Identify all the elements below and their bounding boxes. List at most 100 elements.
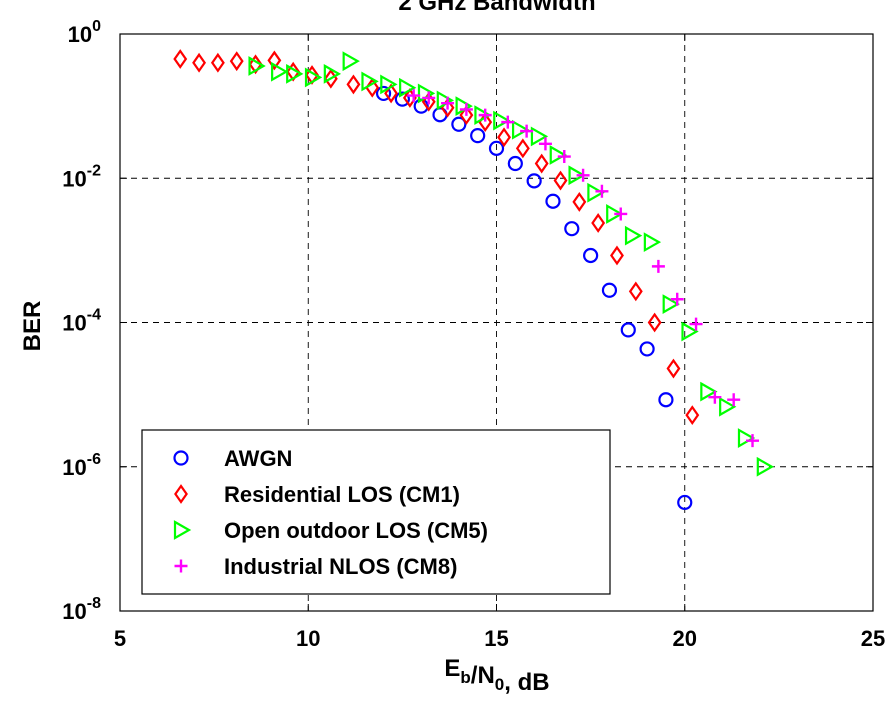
data-point [346,74,361,95]
y-tick-label: 10-8 [62,595,101,624]
data-point [511,119,530,140]
legend-marker [174,559,188,573]
data-point [497,127,511,148]
data-point [572,191,587,212]
data-point [474,105,492,126]
data-point [399,77,417,98]
series-0 [375,85,693,511]
data-point [422,91,436,105]
series-2 [248,51,775,477]
data-point [210,52,225,73]
data-point [620,322,636,338]
data-point [248,56,266,76]
data-point [685,405,700,426]
data-point [681,321,699,342]
data-point [459,105,474,126]
legend: AWGN Residential LOS (CM1) Open outdoor LO… [141,429,611,595]
data-point [647,312,662,333]
data-point [576,168,590,182]
chart-title: 2 GHz Bandwidth [398,0,595,16]
x-tick-label: 10 [296,626,320,651]
data-point [606,204,624,224]
data-point [689,317,703,331]
y-tick-label: 10-2 [62,162,101,191]
data-point [342,51,360,72]
series-3 [407,89,760,448]
data-point [323,63,342,84]
data-point [639,341,655,357]
data-point [677,494,693,511]
data-point [651,259,665,273]
legend-label: Residential LOS (CM1) [224,482,460,507]
data-point [587,182,605,203]
data-point [488,140,505,156]
x-tick-label: 20 [673,626,697,651]
data-point [628,281,643,302]
data-point [501,115,515,129]
data-point [549,145,567,165]
data-point [520,124,534,138]
data-point [568,165,586,186]
data-point [591,213,606,233]
data-point [436,90,455,111]
data-point [507,155,523,172]
data-point [526,173,542,189]
data-point [746,434,760,448]
data-point [545,193,561,209]
data-point [271,61,289,82]
data-point [538,137,552,151]
data-point [192,52,207,73]
data-point [658,392,674,408]
data-point [248,54,263,75]
data-point [530,126,549,147]
data-point [304,67,323,88]
data-point [601,282,618,298]
data-point [286,63,304,84]
data-point [515,138,530,159]
data-point [700,381,718,402]
data-point [756,456,775,477]
legend-marker [173,520,192,540]
y-axis-label: BER [19,301,46,352]
data-point [624,225,643,246]
data-point [666,358,681,379]
x-axis-label: Eb/N0, dB [444,655,549,696]
data-point [553,170,568,191]
data-point [286,61,301,82]
data-point [557,150,571,164]
data-point [610,245,624,266]
y-tick-labels: 100 10-2 10-4 10-6 10-8 [62,18,101,624]
legend-label: AWGN [224,446,292,471]
legend-marker [173,450,189,466]
data-point [614,207,628,221]
data-point [737,428,756,448]
data-point [375,85,392,102]
data-point [451,116,467,132]
data-point [564,221,580,237]
legend-label: Industrial NLOS (CM8) [224,554,457,579]
data-point [643,232,662,253]
y-tick-label: 10-4 [62,307,101,336]
data-point [478,108,492,122]
legend-box [141,429,611,595]
data-point [493,110,511,131]
data-point [583,247,599,264]
data-point [662,294,680,314]
y-tick-label: 10-6 [62,451,101,480]
axis-ticks [119,33,874,612]
x-tick-label: 15 [484,626,508,651]
data-point [407,89,421,103]
data-point [534,153,549,174]
data-point [173,49,188,69]
data-point [595,184,609,198]
data-point [384,83,399,104]
x-tick-labels: 5 10 15 20 25 [114,626,885,651]
data-point [380,74,398,95]
legend-label: Open outdoor LOS (CM5) [224,518,488,543]
data-point [670,292,684,306]
data-point [727,393,741,407]
x-tick-label: 5 [114,626,126,651]
data-point [441,96,455,110]
data-point [470,128,486,144]
